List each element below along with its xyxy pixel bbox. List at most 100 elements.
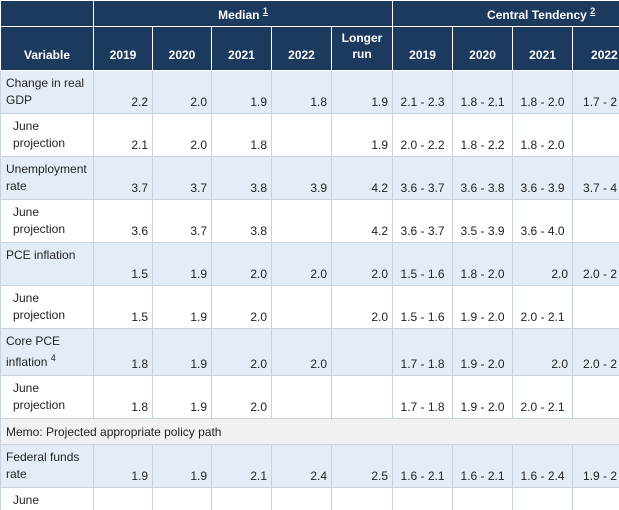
- median-value: 3.7: [152, 156, 212, 200]
- central-tendency-value: 1.9 - 2.6: [512, 487, 574, 510]
- central-tendency-value: 1.9 - 2.0: [452, 328, 514, 376]
- central-tendency-value: 2.0 - 2.1: [512, 285, 574, 329]
- variable-label-cell: June projection: [0, 113, 94, 157]
- median-value: 2.0: [271, 328, 332, 376]
- longer-run-value: [330, 328, 394, 376]
- longer-run-line2: run: [352, 47, 372, 61]
- median-value: 2.0: [211, 242, 272, 286]
- median-value: 3.8: [211, 199, 272, 243]
- median-value: [271, 113, 332, 157]
- variable-label: June projection: [13, 119, 66, 150]
- median-value: 2.0: [211, 375, 272, 419]
- central-tendency-value: 1.6 - 2.1: [392, 444, 454, 488]
- central-tendency-value: 3.7 - 4: [572, 156, 619, 200]
- median-value: 2.0: [152, 113, 212, 157]
- longer-run-value: 2.0: [330, 242, 394, 286]
- median-label: Median: [218, 7, 260, 22]
- median-value: 2.0: [152, 70, 212, 114]
- table-row-june-projection: June projection 1.8 1.9 2.0 1.7 - 1.8 1.9 - 2…: [0, 375, 619, 419]
- median-value: 1.5: [93, 285, 153, 329]
- median-value: 2.1: [93, 113, 153, 157]
- median-value: 3.7: [152, 199, 212, 243]
- table-row-june-projection: June projection 2.1 2.0 1.8 1.9 2.0 - 2.2 1.8 …: [0, 113, 619, 157]
- central-tendency-value: 2.0 - 2.2: [392, 113, 454, 157]
- longer-run-value: 4.2: [330, 156, 394, 200]
- longer-run-value: 1.9: [330, 113, 394, 157]
- central-tendency-value: 1.5 - 1.6: [392, 242, 454, 286]
- central-tendency-value: 2.1 - 2.3: [392, 70, 454, 114]
- central-tendency-value: 1.5 - 1.6: [392, 285, 454, 329]
- median-value: 1.9: [152, 242, 212, 286]
- central-tendency-value: 1.6 - 2.4: [512, 444, 574, 488]
- central-tendency-value: 1.9 - 2: [572, 444, 619, 488]
- variable-label: PCE inflation: [6, 248, 76, 262]
- median-value: 1.9: [152, 375, 212, 419]
- median-value: 1.9: [152, 285, 212, 329]
- header-year-row: Variable 2019 2020 2021 2022 Longer run …: [0, 26, 619, 71]
- variable-label-cell: Core PCE inflation 4: [0, 328, 94, 376]
- longer-run-value: 1.9: [330, 70, 394, 114]
- central-tendency-value: 3.6 - 3.7: [392, 156, 454, 200]
- median-value: 2.4: [211, 487, 272, 510]
- median-value: 3.7: [93, 156, 153, 200]
- median-value: 1.9: [152, 444, 212, 488]
- central-tendency-value: 1.8 - 2.0: [512, 113, 574, 157]
- header-group-row: Median 1 Central Tendency 2: [0, 0, 619, 27]
- longer-run-value: [330, 375, 394, 419]
- central-tendency-value: 3.6 - 3.8: [452, 156, 514, 200]
- central-tendency-value: 3.6 - 3.7: [392, 199, 454, 243]
- central-tendency-group-header: Central Tendency 2: [392, 0, 619, 27]
- memo-row: Memo: Projected appropriate policy path: [0, 418, 619, 445]
- footnote-link[interactable]: 4: [50, 353, 56, 363]
- central-tendency-value: 3.5 - 3.9: [452, 199, 514, 243]
- longer-run-value: 2.5: [330, 444, 394, 488]
- table-row-variable: Unemployment rate 3.7 3.7 3.8 3.9 4.2 3.6 - 3.…: [0, 156, 619, 200]
- median-value: 2.0: [271, 242, 332, 286]
- median-value: 1.8: [271, 70, 332, 114]
- median-value: 2.4: [93, 487, 153, 510]
- variable-label: Core PCE inflation: [6, 334, 61, 369]
- table-row-variable: Federal funds rate 1.9 1.9 2.1 2.4 2.5 1.6 - 2…: [0, 444, 619, 488]
- median-year-header: 2022: [271, 26, 332, 71]
- median-value: 2.2: [93, 70, 153, 114]
- central-tendency-value: 1.8 - 2.0: [512, 70, 574, 114]
- central-tendency-value: [572, 375, 619, 419]
- central-tendency-footnote-link[interactable]: 2: [590, 5, 596, 16]
- central-tendency-value: 1.6 - 2.1: [452, 444, 514, 488]
- variable-label-cell: Federal funds rate: [0, 444, 94, 488]
- memo-label: Memo: Projected appropriate policy path: [0, 418, 619, 445]
- table-body: Change in real GDP 2.2 2.0 1.9 1.8 1.9 2.1 - 2…: [0, 70, 619, 510]
- variable-label: June projection: [13, 291, 66, 322]
- variable-label: Federal funds rate: [6, 450, 80, 481]
- median-year-header: 2020: [152, 26, 212, 71]
- variable-label-cell: June projection: [0, 375, 94, 419]
- central-tendency-value: 1.7 - 1.8: [392, 375, 454, 419]
- central-tendency-value: 3.6 - 4.0: [512, 199, 574, 243]
- central-tendency-value: 1.8 - 2.2: [452, 113, 514, 157]
- ct-year-header: 2020: [452, 26, 514, 71]
- median-value: 3.6: [93, 199, 153, 243]
- central-tendency-value: 2.0: [512, 328, 574, 376]
- central-tendency-value: 1.9 - 2.0: [452, 375, 514, 419]
- median-year-header: 2019: [93, 26, 153, 71]
- variable-label: June projection: [13, 493, 40, 507]
- longer-run-value: 2.0: [330, 285, 394, 329]
- central-tendency-value: 1.9 - 2.0: [452, 285, 514, 329]
- variable-label-cell: Unemployment rate: [0, 156, 94, 200]
- median-value: 3.8: [211, 156, 272, 200]
- central-tendency-value: 3.6 - 3.9: [512, 156, 574, 200]
- variable-label: June projection: [13, 205, 66, 236]
- median-footnote-link[interactable]: 1: [262, 5, 268, 16]
- variable-label: June projection: [13, 381, 66, 412]
- median-value: 2.1: [152, 487, 212, 510]
- ct-year-header: 2019: [392, 26, 454, 71]
- longer-run-header: Longer run: [330, 26, 394, 71]
- central-tendency-value: 2.0 - 2: [572, 242, 619, 286]
- median-value: 1.9: [211, 70, 272, 114]
- table-row-june-projection: June projection 3.6 3.7 3.8 4.2 3.6 - 3.7 3.5 …: [0, 199, 619, 243]
- central-tendency-value: 1.7 - 2: [572, 70, 619, 114]
- central-tendency-value: 1.9 - 2.4: [452, 487, 514, 510]
- table-row-variable: Change in real GDP 2.2 2.0 1.9 1.8 1.9 2.1 - 2…: [0, 70, 619, 114]
- ct-year-header: 2021: [512, 26, 574, 71]
- central-tendency-value: [572, 199, 619, 243]
